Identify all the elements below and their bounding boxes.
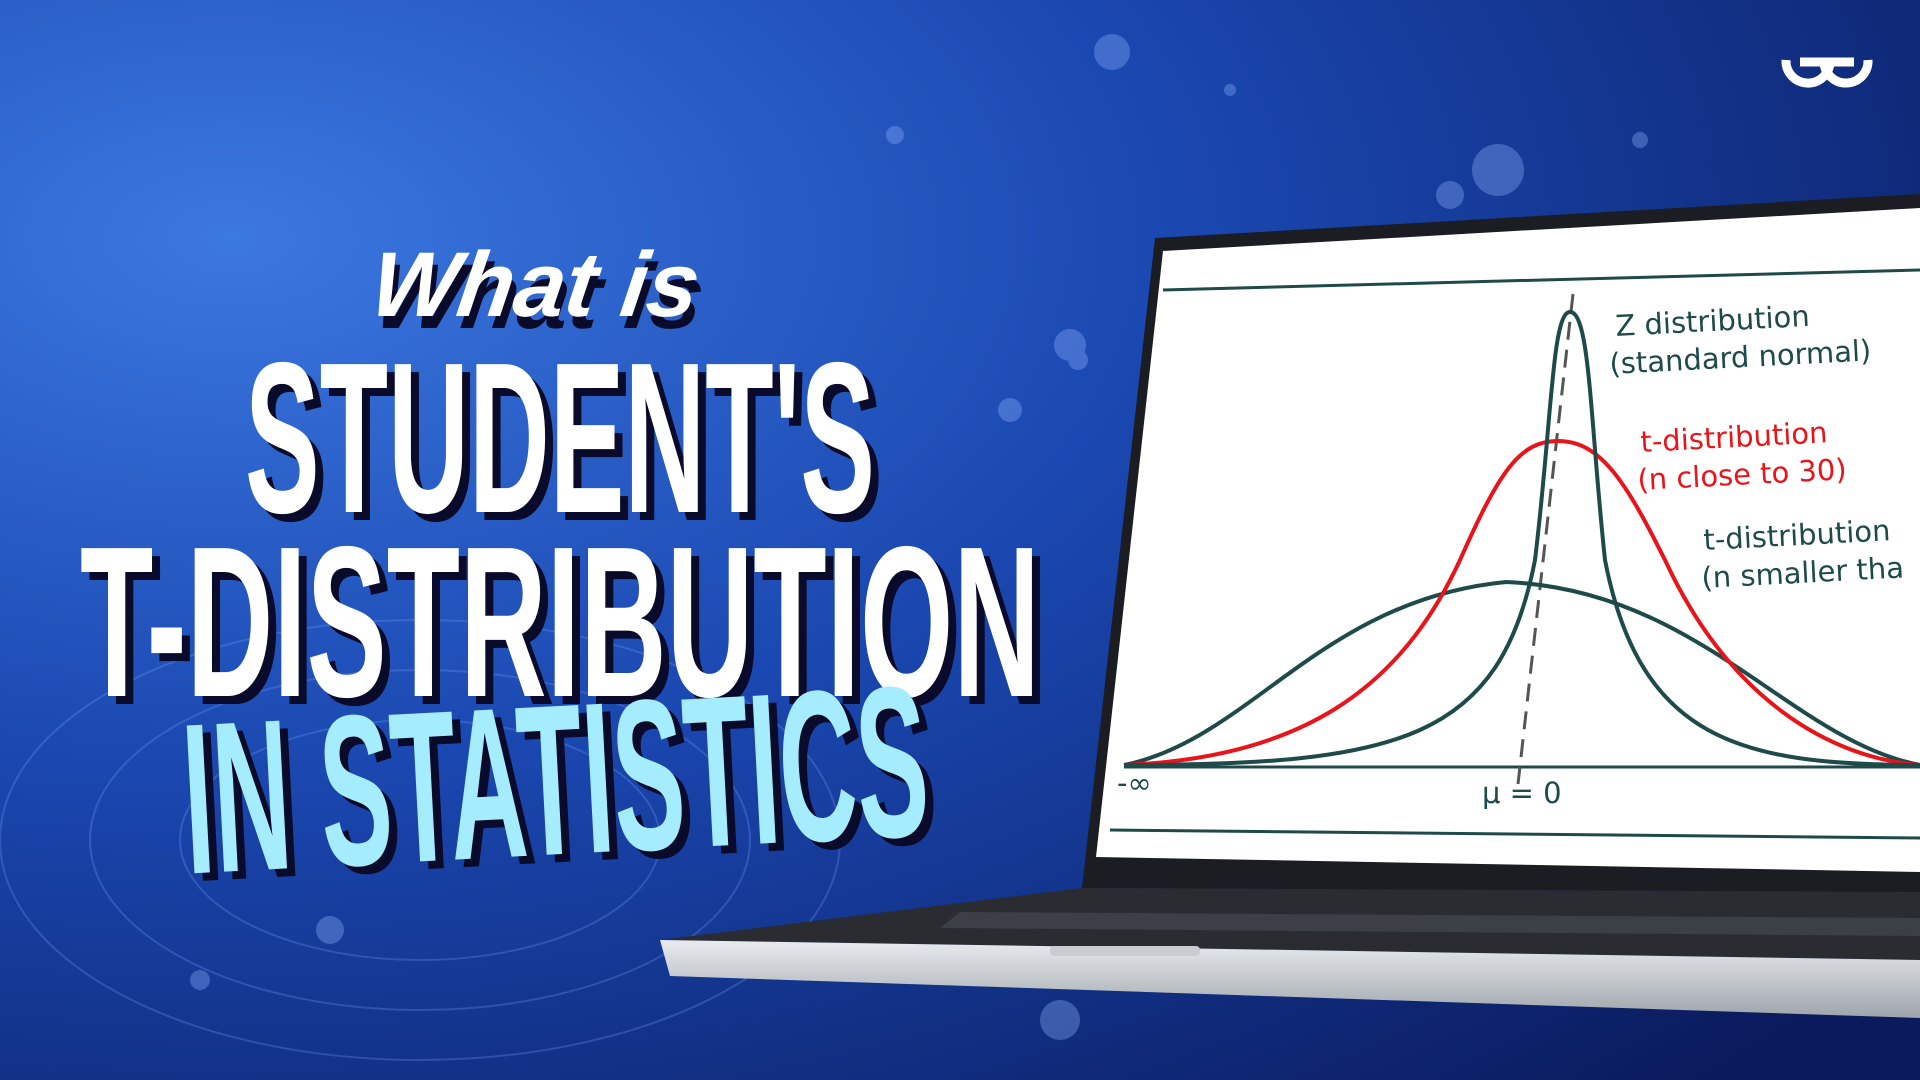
line1-shadow: STUDENT'S xyxy=(253,325,883,566)
bokeh xyxy=(190,34,1648,1040)
intro-shadow: What is xyxy=(369,244,711,347)
circuit-arcs xyxy=(0,619,841,1061)
line1: STUDENT'S xyxy=(245,317,875,558)
screen xyxy=(1096,208,1920,872)
top-rule xyxy=(1162,268,1920,292)
t30-curve xyxy=(1123,438,1920,767)
trackpad-notch xyxy=(1050,946,1200,956)
keyboard xyxy=(940,912,1920,936)
x-left-label: -∞ xyxy=(1117,766,1152,800)
intro: What is xyxy=(365,232,707,335)
line3: IN STATISTICS xyxy=(177,640,934,920)
x-mean-label: μ = 0 xyxy=(1482,776,1562,810)
line3-shadow: IN STATISTICS xyxy=(186,647,943,927)
headline: What is What is STUDENT'S STUDENT'S T-DI… xyxy=(80,232,1048,927)
bottom-rule xyxy=(1109,828,1920,840)
line2-shadow: T-DISTRIBUTION xyxy=(88,509,1048,750)
laptop xyxy=(660,194,1920,1018)
t-small-curve xyxy=(1123,579,1920,767)
line2: T-DISTRIBUTION xyxy=(80,501,1040,742)
laptop-base xyxy=(660,940,1920,1018)
z-curve xyxy=(1123,309,1920,767)
logo xyxy=(1781,57,1873,88)
